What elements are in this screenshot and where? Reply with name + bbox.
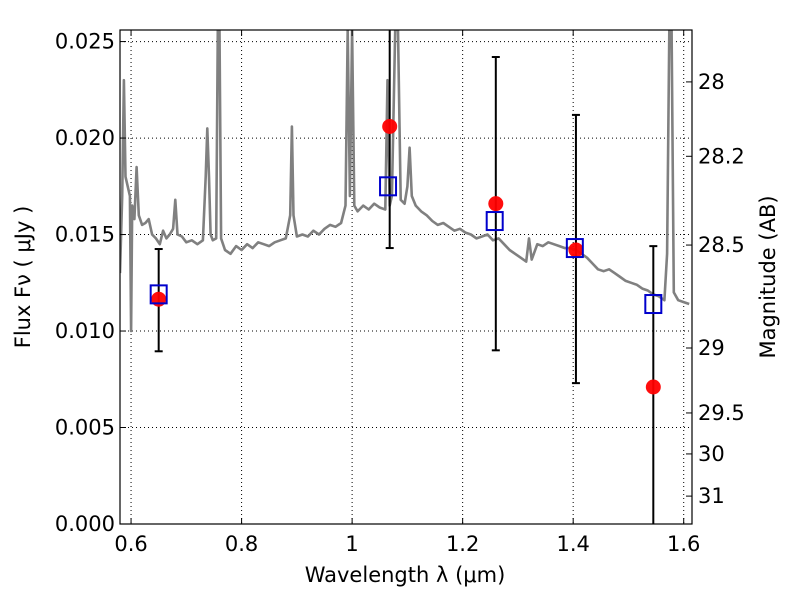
- x-tick-label: 1.2: [446, 532, 479, 556]
- synthetic-square: [644, 294, 663, 315]
- grid-lines: [120, 30, 692, 525]
- x-tick-label: 1.6: [667, 532, 700, 556]
- y-tick-label-left: 0.025: [55, 30, 115, 54]
- y-tick-label-left: 0.010: [55, 319, 115, 343]
- y-axis-label-left: Flux Fν ( μJy ): [11, 206, 35, 349]
- axes-box: [119, 29, 693, 525]
- y-tick-label-left: 0.015: [55, 223, 115, 247]
- y-tick-label-left: 0.000: [55, 512, 115, 536]
- y-tick-label-right: 28.5: [698, 233, 745, 257]
- y-tick-label-left: 0.020: [55, 126, 115, 150]
- spectrum-line: [120, 30, 690, 333]
- synthetic-square: [565, 238, 584, 259]
- x-tick-label: 0.8: [225, 532, 258, 556]
- y-tick-label-right: 28: [698, 70, 725, 94]
- x-tick-label: 1.4: [556, 532, 589, 556]
- x-axis-label: Wavelength λ (μm): [305, 563, 506, 587]
- synthetic-square: [379, 176, 398, 197]
- y-tick-label-right: 29.5: [698, 401, 745, 425]
- x-tick-label: 0.6: [114, 532, 147, 556]
- tick-layer: 0.6 0.8 1 1.2 1.4 1.6 0.000 0.005 0.010 0.015 0.02…: [55, 30, 745, 556]
- observed-point: [568, 242, 584, 258]
- synthetic-square: [485, 211, 504, 232]
- x-tick-label: 1: [345, 532, 358, 556]
- error-bar-layer: [154, 30, 658, 524]
- y-tick-label-right: 29: [698, 336, 725, 360]
- y-tick-label-right: 30: [698, 442, 725, 466]
- observed-point: [151, 291, 167, 307]
- y-axis-label-right: Magnitude (AB): [756, 195, 780, 358]
- observed-point: [488, 196, 504, 212]
- y-tick-label-right: 28.2: [698, 144, 745, 168]
- plot-frame: [119, 29, 693, 525]
- synthetic-square: [149, 284, 168, 305]
- synthetic-square-layer: [149, 176, 663, 315]
- observed-point: [645, 379, 661, 395]
- y-tick-label-right: 31: [698, 484, 725, 508]
- observed-point: [382, 118, 398, 134]
- spectrum-layer: [120, 30, 690, 333]
- y-tick-label-left: 0.005: [55, 416, 115, 440]
